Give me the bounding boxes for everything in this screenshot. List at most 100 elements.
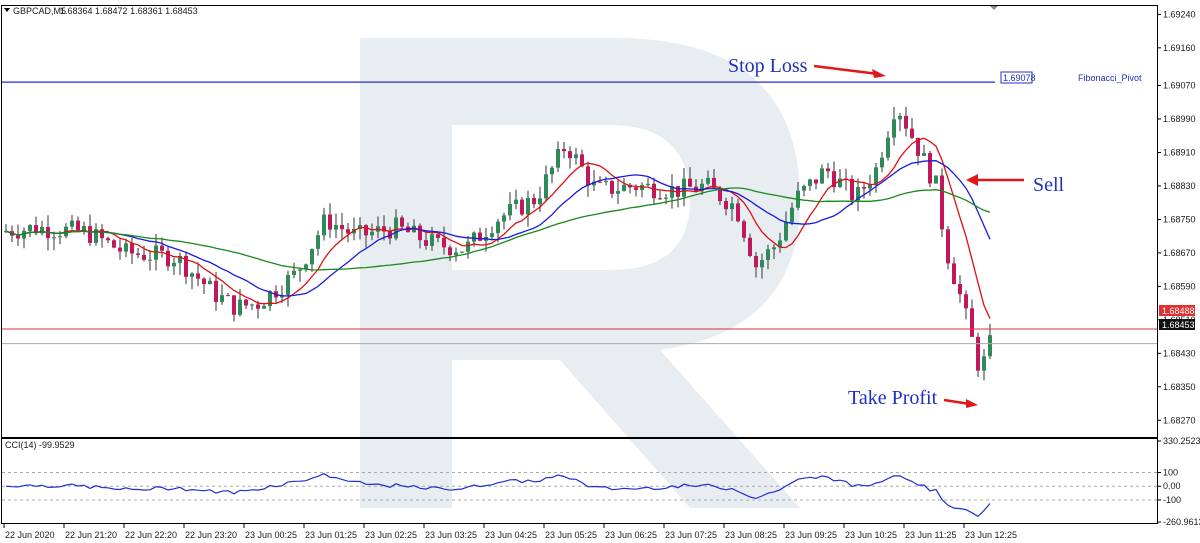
candle-body <box>442 237 446 248</box>
candle-body <box>808 179 812 186</box>
time-tick-label: 23 Jun 07:25 <box>665 530 717 540</box>
candle-body <box>460 251 464 253</box>
candle-body <box>52 237 56 239</box>
candle-body <box>292 270 296 275</box>
mid-ma-line <box>5 160 991 297</box>
candle-body <box>550 167 554 175</box>
price-tick-label: 1.68910 <box>1163 147 1196 157</box>
candle-body <box>142 254 146 260</box>
price-tick-label: 1.68990 <box>1163 114 1196 124</box>
price-tick-label: 1.68750 <box>1163 214 1196 224</box>
time-tick-label: 23 Jun 01:25 <box>305 530 357 540</box>
candle-body <box>40 227 44 234</box>
candle-body <box>214 280 218 302</box>
candle-body <box>838 178 842 188</box>
candle-body <box>94 229 98 243</box>
candle-body <box>826 168 830 172</box>
time-tick-label: 22 Jun 22:20 <box>125 530 177 540</box>
candle-body <box>424 240 428 246</box>
candle-body <box>904 115 908 129</box>
candle-body <box>766 249 770 260</box>
candle-body <box>562 148 566 152</box>
time-tick-label: 23 Jun 08:25 <box>725 530 777 540</box>
price-tick-label: 1.68430 <box>1163 348 1196 358</box>
candle-body <box>184 255 188 277</box>
candle-body <box>256 304 260 309</box>
ohlc-readout: 1.68364 1.68472 1.68361 1.68453 <box>60 6 198 16</box>
candle-body <box>682 178 686 197</box>
candle-body <box>598 181 602 183</box>
pivot-price-tag: 1.69078 <box>1000 71 1036 84</box>
candle-body <box>70 220 74 227</box>
candle-body <box>610 180 614 194</box>
candle-body <box>394 217 398 239</box>
candle-body <box>208 280 212 285</box>
time-tick-label: 23 Jun 10:25 <box>845 530 897 540</box>
symbol-dropdown-icon[interactable] <box>4 8 10 12</box>
candle-body <box>940 175 944 230</box>
take-profit-arrow <box>943 398 978 408</box>
cci-panel-frame <box>1 438 1158 524</box>
svg-text:1.68488: 1.68488 <box>1162 306 1195 316</box>
time-tick-label: 22 Jun 21:20 <box>65 530 117 540</box>
candle-body <box>868 184 872 189</box>
candle-body <box>430 234 434 246</box>
time-tick-label: 22 Jun 23:20 <box>185 530 237 540</box>
candle-body <box>580 154 584 167</box>
candle-body <box>952 263 956 285</box>
candle-body <box>778 240 782 248</box>
pivot-name-label: Fibonacci_Pivot <box>1078 73 1142 83</box>
candle-body <box>622 184 626 192</box>
cci-tick-label: -260.9613 <box>1163 517 1200 527</box>
stop-loss-label: Stop Loss <box>728 55 808 77</box>
candle-body <box>304 264 308 270</box>
candle-body <box>436 234 440 238</box>
candle-body <box>790 207 794 223</box>
candle-body <box>496 221 500 234</box>
time-axis: 22 Jun 2020 22 Jun 21:20 22 Jun 22:20 22 Ju… <box>3 524 1017 540</box>
candle-body <box>100 229 104 239</box>
candle-layer <box>4 106 992 381</box>
candle-body <box>874 167 878 185</box>
candle-body <box>454 252 458 256</box>
candle-body <box>988 335 992 357</box>
candle-body <box>190 273 194 277</box>
time-tick-label: 23 Jun 09:25 <box>785 530 837 540</box>
candle-body <box>472 232 476 242</box>
price-tick-label: 1.69240 <box>1163 9 1196 19</box>
candle-body <box>250 304 254 306</box>
candle-body <box>508 203 512 216</box>
candle-body <box>760 259 764 268</box>
candle-body <box>748 237 752 256</box>
candle-body <box>364 225 368 236</box>
candle-body <box>160 245 164 251</box>
svg-text:1.68453: 1.68453 <box>1162 320 1195 330</box>
candle-body <box>742 221 746 238</box>
candle-body <box>478 232 482 241</box>
candle-body <box>898 115 902 120</box>
price-tick-label: 1.68270 <box>1163 415 1196 425</box>
time-tick-label: 23 Jun 03:25 <box>425 530 477 540</box>
candle-body <box>592 181 596 186</box>
price-tick-label: 1.69070 <box>1163 81 1196 91</box>
candle-body <box>976 336 980 371</box>
candle-body <box>226 295 230 297</box>
candle-body <box>112 240 116 248</box>
candle-body <box>202 278 206 285</box>
time-tick-label: 22 Jun 2020 <box>5 530 55 540</box>
candle-body <box>856 187 860 201</box>
candle-body <box>22 230 26 239</box>
candle-body <box>58 236 62 238</box>
price-axis: 1.69240 1.69160 1.69070 1.68990 1.68910 1.688… <box>1157 9 1196 425</box>
candle-body <box>232 295 236 315</box>
candle-body <box>322 214 326 236</box>
candle-body <box>982 356 986 371</box>
candle-body <box>220 295 224 302</box>
candle-body <box>196 273 200 279</box>
candle-body <box>328 214 332 230</box>
time-tick-label: 23 Jun 11:25 <box>905 530 956 540</box>
cci-axis: 330.2523 100 0.00 -100 -260.9613 <box>1157 436 1200 527</box>
symbol-label: GBPCAD,M5 <box>13 6 66 16</box>
candle-body <box>568 151 572 159</box>
panel-collapse-icon[interactable] <box>990 6 998 10</box>
